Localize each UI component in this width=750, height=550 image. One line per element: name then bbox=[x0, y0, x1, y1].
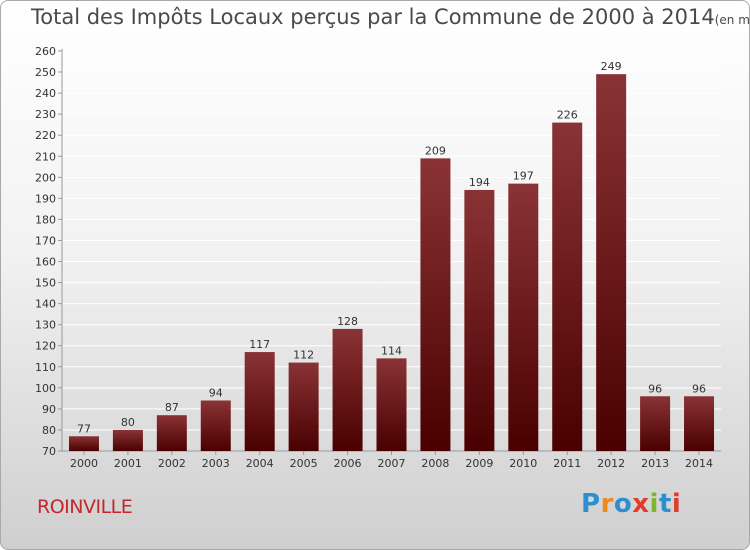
title-main: Total des Impôts Locaux perçus par la Co… bbox=[31, 5, 715, 29]
y-tick-label: 220 bbox=[35, 129, 56, 142]
bar-value-label: 209 bbox=[425, 144, 446, 157]
y-tick-label: 190 bbox=[35, 192, 56, 205]
bar-value-label: 128 bbox=[337, 315, 358, 328]
bar-value-label: 197 bbox=[513, 170, 534, 183]
y-tick-label: 250 bbox=[35, 66, 56, 79]
bar bbox=[552, 122, 583, 451]
bar-value-label: 194 bbox=[469, 176, 490, 189]
y-tick-label: 70 bbox=[42, 445, 56, 458]
y-tick-label: 100 bbox=[35, 382, 56, 395]
bar bbox=[420, 158, 451, 452]
logo-letter: o bbox=[613, 489, 633, 519]
x-tick-label: 2012 bbox=[597, 457, 625, 470]
chart-title: Total des Impôts Locaux perçus par la Co… bbox=[31, 5, 750, 29]
bar bbox=[156, 415, 187, 451]
y-tick-label: 140 bbox=[35, 298, 56, 311]
bar-value-label: 77 bbox=[77, 422, 91, 435]
y-tick-label: 230 bbox=[35, 108, 56, 121]
bar bbox=[112, 429, 143, 451]
bar-value-label: 96 bbox=[648, 382, 662, 395]
y-tick-label: 170 bbox=[35, 234, 56, 247]
y-tick-label: 200 bbox=[35, 171, 56, 184]
bar bbox=[640, 396, 671, 451]
commune-name: ROINVILLE bbox=[37, 496, 133, 518]
y-tick-label: 240 bbox=[35, 87, 56, 100]
y-tick-label: 210 bbox=[35, 150, 56, 163]
logo-letter: r bbox=[600, 489, 614, 519]
bar-value-label: 114 bbox=[381, 344, 402, 357]
bar bbox=[200, 400, 231, 451]
bar bbox=[508, 183, 539, 451]
y-tick-label: 150 bbox=[35, 277, 56, 290]
x-tick-label: 2004 bbox=[246, 457, 274, 470]
y-tick-label: 180 bbox=[35, 213, 56, 226]
y-tick-label: 110 bbox=[35, 361, 56, 374]
y-tick-label: 80 bbox=[42, 424, 56, 437]
logo-letter: t bbox=[658, 489, 672, 519]
y-tick-label: 160 bbox=[35, 256, 56, 269]
bar bbox=[376, 358, 407, 451]
bar-value-label: 96 bbox=[692, 382, 706, 395]
bar-value-label: 80 bbox=[121, 416, 135, 429]
y-tick-label: 90 bbox=[42, 403, 56, 416]
x-tick-label: 2007 bbox=[378, 457, 406, 470]
x-tick-label: 2001 bbox=[114, 457, 142, 470]
bar bbox=[464, 189, 495, 451]
logo-letter: x bbox=[632, 489, 650, 519]
x-tick-label: 2008 bbox=[421, 457, 449, 470]
y-tick-label: 260 bbox=[35, 45, 56, 58]
bar-value-label: 226 bbox=[557, 109, 578, 122]
y-tick-label: 130 bbox=[35, 319, 56, 332]
y-tick-label: 120 bbox=[35, 340, 56, 353]
x-tick-label: 2009 bbox=[465, 457, 493, 470]
x-tick-label: 2010 bbox=[509, 457, 537, 470]
bar bbox=[332, 328, 363, 451]
bar-value-label: 94 bbox=[209, 386, 223, 399]
x-tick-label: 2014 bbox=[685, 457, 713, 470]
bar-value-label: 112 bbox=[293, 349, 314, 362]
logo-letter: i bbox=[649, 489, 659, 519]
bar-value-label: 117 bbox=[249, 338, 270, 351]
x-tick-label: 2011 bbox=[553, 457, 581, 470]
x-tick-label: 2005 bbox=[290, 457, 318, 470]
bar bbox=[288, 362, 319, 451]
bar bbox=[244, 352, 275, 451]
proxiti-logo: Proxiti bbox=[581, 489, 681, 519]
bar bbox=[596, 74, 627, 451]
bar-value-label: 249 bbox=[601, 60, 622, 73]
x-tick-label: 2006 bbox=[334, 457, 362, 470]
title-unit: (en milliers d'€) bbox=[714, 13, 750, 27]
logo-letter: i bbox=[671, 489, 682, 519]
bar-value-label: 87 bbox=[165, 401, 179, 414]
x-tick-label: 2002 bbox=[158, 457, 186, 470]
x-tick-label: 2003 bbox=[202, 457, 230, 470]
x-tick-label: 2013 bbox=[641, 457, 669, 470]
x-tick-label: 2000 bbox=[70, 457, 98, 470]
bar bbox=[68, 436, 99, 451]
bar bbox=[684, 396, 715, 451]
logo-letter: P bbox=[581, 489, 601, 519]
